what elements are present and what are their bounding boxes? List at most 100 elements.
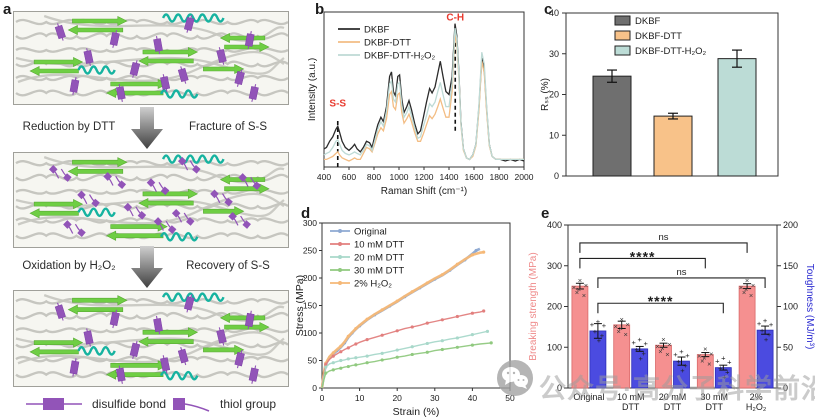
svg-text:×: × [702, 354, 706, 363]
step-reduction-label: Reduction by DTT [22, 121, 116, 133]
down-arrow-icon [131, 246, 163, 288]
svg-text:DKBF: DKBF [635, 16, 661, 27]
svg-text:+: + [602, 321, 607, 330]
svg-text:+: + [769, 320, 774, 329]
svg-text:150: 150 [783, 261, 798, 271]
svg-text:DTT: DTT [622, 402, 640, 412]
svg-text:×: × [572, 283, 576, 292]
svg-text:100: 100 [547, 342, 562, 352]
svg-text:×: × [578, 276, 582, 285]
raman-spectra-chart: 400 600 800 1000 1200 1400 1600 1800 2000 Raman S… [308, 0, 540, 210]
panel-d-label: d [301, 205, 311, 222]
svg-text:+: + [638, 335, 643, 344]
svg-text:×: × [582, 291, 586, 300]
rss-bar-chart: 0 10 20 30 40 Rₛₛ (%) DKBF DKBF-DTT DKBF-DTT-H₂O… [540, 0, 815, 210]
protein-network-diagram-fractured [15, 154, 288, 242]
step-oxidation-label: Oxidation by H₂O₂ [22, 260, 116, 272]
svg-text:2000: 2000 [515, 172, 534, 182]
svg-text:+: + [721, 354, 726, 363]
svg-text:+: + [597, 336, 602, 345]
svg-text:S-S: S-S [329, 99, 346, 110]
svg-text:×: × [620, 315, 624, 324]
svg-text:×: × [658, 347, 662, 356]
svg-text:×: × [739, 283, 743, 292]
svg-text:×: × [749, 291, 753, 300]
svg-text:Intensity (a.u.): Intensity (a.u.) [308, 58, 318, 121]
svg-text:+: + [632, 338, 637, 347]
thiol-group-label: thiol group [220, 397, 277, 411]
svg-text:2%: 2% [750, 392, 763, 402]
svg-text:DKBF: DKBF [364, 25, 390, 36]
svg-text:+: + [757, 319, 762, 328]
network-box-initial [13, 11, 289, 105]
svg-text:+: + [725, 368, 730, 377]
svg-text:400: 400 [317, 172, 331, 182]
protein-network-diagram [15, 13, 288, 102]
svg-text:300: 300 [547, 261, 562, 271]
thiol-group-icon [173, 398, 210, 412]
svg-text:20 mM: 20 mM [659, 392, 687, 402]
svg-text:400: 400 [547, 220, 562, 230]
svg-text:1800: 1800 [490, 172, 509, 182]
svg-text:DTT: DTT [664, 402, 682, 412]
svg-text:100: 100 [783, 302, 798, 312]
svg-text:10 mM: 10 mM [617, 392, 645, 402]
network-box-reduced [13, 152, 289, 248]
svg-text:+: + [680, 366, 685, 375]
svg-text:+: + [763, 316, 768, 325]
svg-text:×: × [626, 320, 630, 329]
network [15, 154, 288, 242]
svg-text:×: × [660, 344, 664, 353]
svg-text:+: + [644, 339, 649, 348]
svg-text:+: + [673, 350, 678, 359]
svg-text:250: 250 [303, 246, 317, 256]
svg-text:10: 10 [355, 393, 365, 403]
svg-text:×: × [614, 322, 618, 331]
svg-text:H₂O₂: H₂O₂ [746, 402, 767, 412]
svg-text:+: + [642, 349, 647, 358]
svg-text:10: 10 [549, 130, 559, 140]
svg-text:150: 150 [303, 301, 317, 311]
svg-text:+: + [727, 358, 732, 367]
svg-text:50: 50 [505, 393, 515, 403]
svg-text:+: + [676, 357, 681, 366]
svg-text:30 mM DTT: 30 mM DTT [354, 266, 404, 277]
svg-text:40: 40 [549, 8, 559, 18]
svg-text:+: + [635, 345, 640, 354]
disulfide-bond-label: disulfide bond [92, 397, 167, 411]
svg-text:200: 200 [303, 273, 317, 283]
down-arrow-icon [131, 107, 163, 149]
svg-text:×: × [619, 324, 623, 333]
svg-text:+: + [593, 327, 598, 336]
panel-a-label: a [3, 1, 12, 18]
svg-text:×: × [667, 340, 671, 349]
svg-text:×: × [745, 276, 749, 285]
watermark-text: 公众号·高分子科学前沿 [539, 374, 815, 404]
svg-text:Stress (MPa): Stress (MPa) [296, 275, 306, 336]
svg-text:DKBF-DTT: DKBF-DTT [635, 31, 682, 42]
svg-text:DTT: DTT [706, 402, 724, 412]
svg-text:×: × [707, 360, 711, 369]
svg-text:200: 200 [547, 302, 562, 312]
svg-text:0: 0 [557, 383, 562, 393]
svg-text:100: 100 [303, 328, 317, 338]
svg-text:+: + [764, 335, 769, 344]
svg-text:ns: ns [676, 267, 686, 278]
svg-text:ns: ns [658, 232, 668, 243]
svg-text:1000: 1000 [390, 172, 409, 182]
svg-text:+: + [600, 331, 605, 340]
svg-text:30: 30 [430, 393, 440, 403]
svg-text:×: × [584, 281, 588, 290]
svg-text:800: 800 [367, 172, 381, 182]
svg-text:×: × [703, 345, 707, 354]
svg-text:+: + [683, 361, 688, 370]
svg-text:0: 0 [312, 383, 317, 393]
wechat-logo-icon [497, 360, 533, 396]
svg-text:30 mM: 30 mM [701, 392, 729, 402]
svg-text:300: 300 [303, 218, 317, 228]
svg-text:40: 40 [468, 393, 478, 403]
svg-text:×: × [697, 352, 701, 361]
svg-text:×: × [577, 285, 581, 294]
panel-e-label: e [541, 205, 550, 222]
svg-text:×: × [742, 288, 746, 297]
